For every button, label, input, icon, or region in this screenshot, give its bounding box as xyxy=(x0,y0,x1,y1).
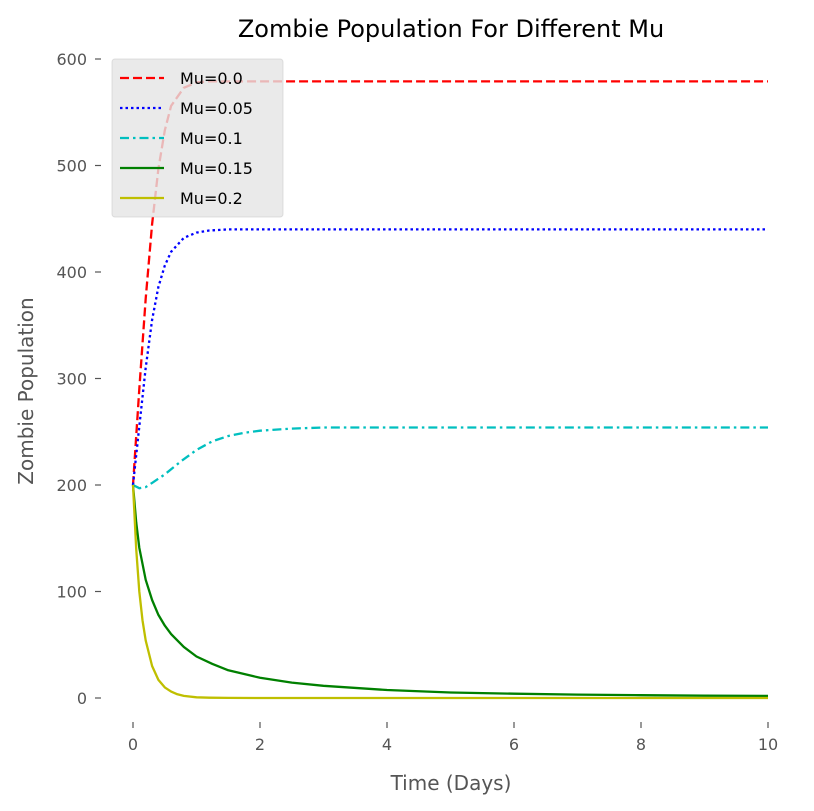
legend-box xyxy=(111,58,284,218)
legend-label-0: Mu=0.0 xyxy=(180,69,243,88)
y-tick-label: 0 xyxy=(77,689,87,708)
x-tick-label: 6 xyxy=(509,735,519,754)
x-axis-label: Time (Days) xyxy=(390,771,512,795)
x-tick-label: 0 xyxy=(128,735,138,754)
series-line-3 xyxy=(131,484,769,698)
legend-label-2: Mu=0.1 xyxy=(180,129,243,148)
legend-label-3: Mu=0.15 xyxy=(180,159,253,178)
legend: Mu=0.0 Mu=0.05 Mu=0.1 Mu=0.15 Mu=0.2 xyxy=(111,58,284,218)
series-line-4 xyxy=(131,484,768,700)
y-tick-label: 600 xyxy=(56,50,87,69)
legend-label-1: Mu=0.05 xyxy=(180,99,253,118)
chart-title: Zombie Population For Different Mu xyxy=(238,15,664,43)
y-tick-label: 500 xyxy=(56,157,87,176)
series-line-1 xyxy=(131,228,768,486)
y-tick-label: 100 xyxy=(56,583,87,602)
x-tick-label: 8 xyxy=(636,735,646,754)
y-tick-label: 200 xyxy=(56,476,87,495)
x-tick-label: 2 xyxy=(255,735,265,754)
x-tick-label: 10 xyxy=(758,735,778,754)
y-axis-label: Zombie Population xyxy=(14,297,38,484)
y-tick-label: 400 xyxy=(56,263,87,282)
legend-label-4: Mu=0.2 xyxy=(180,189,243,208)
x-tick-label: 4 xyxy=(382,735,392,754)
y-tick-label: 300 xyxy=(56,370,87,389)
series-line-2 xyxy=(132,426,768,490)
